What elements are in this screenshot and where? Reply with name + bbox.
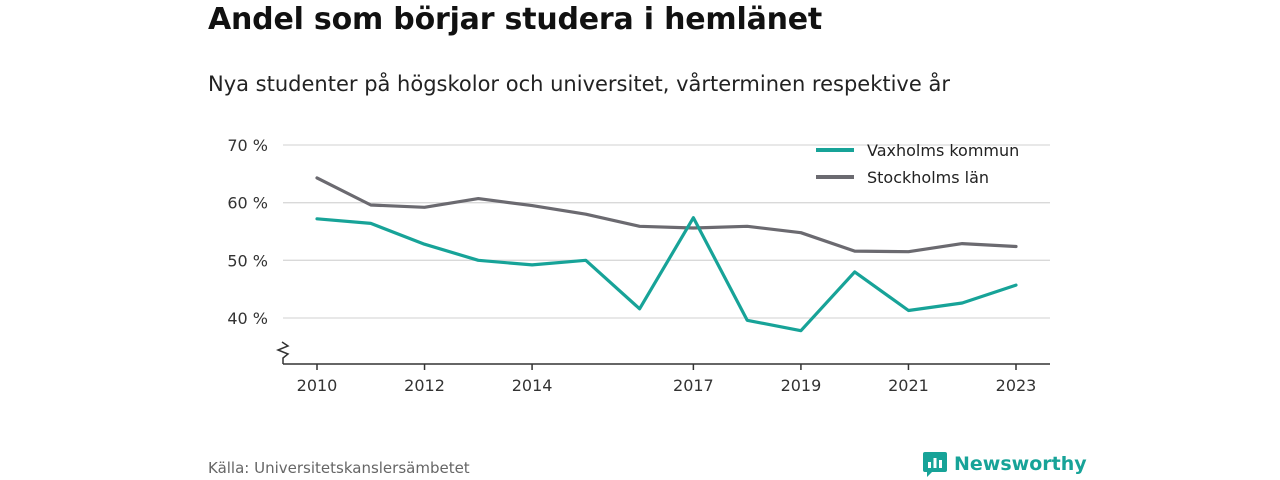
x-axis [275, 341, 1050, 365]
y-tick-label: 60 % [227, 194, 268, 213]
newsworthy-logo: Newsworthy [922, 450, 1087, 478]
y-tick-label: 40 % [227, 309, 268, 328]
x-tick-label: 2014 [512, 376, 553, 395]
x-tick-label: 2017 [673, 376, 714, 395]
x-tick-label: 2021 [888, 376, 929, 395]
series-line-vaxholm [315, 216, 1018, 333]
y-tick-label: 70 % [227, 136, 268, 155]
axis-break-icon [275, 341, 290, 364]
y-axis-ticks: 40 % 50 % 60 % 70 % [227, 136, 268, 328]
brand-name: Newsworthy [954, 453, 1087, 475]
x-tick-label: 2023 [996, 376, 1037, 395]
series-lines [315, 176, 1018, 333]
grid-lines [283, 144, 1050, 319]
x-tick-label: 2012 [404, 376, 445, 395]
chart-subtitle: Nya studenter på högskolor och universit… [208, 72, 950, 96]
x-tick-label: 2019 [781, 376, 822, 395]
source-note: Källa: Universitetskanslersämbetet [208, 459, 470, 477]
series-line-stockholm [315, 176, 1018, 254]
legend: Vaxholms kommun Stockholms län [816, 141, 1019, 187]
legend-label: Vaxholms kommun [867, 141, 1019, 160]
newsworthy-icon [923, 452, 947, 477]
x-tick-label: 2010 [297, 376, 338, 395]
chart-title: Andel som börjar studera i hemlänet [208, 2, 823, 37]
y-tick-label: 50 % [227, 251, 268, 270]
x-axis-ticks: 2010 2012 2014 2017 2019 2021 2023 [297, 364, 1037, 395]
legend-label: Stockholms län [867, 168, 989, 187]
